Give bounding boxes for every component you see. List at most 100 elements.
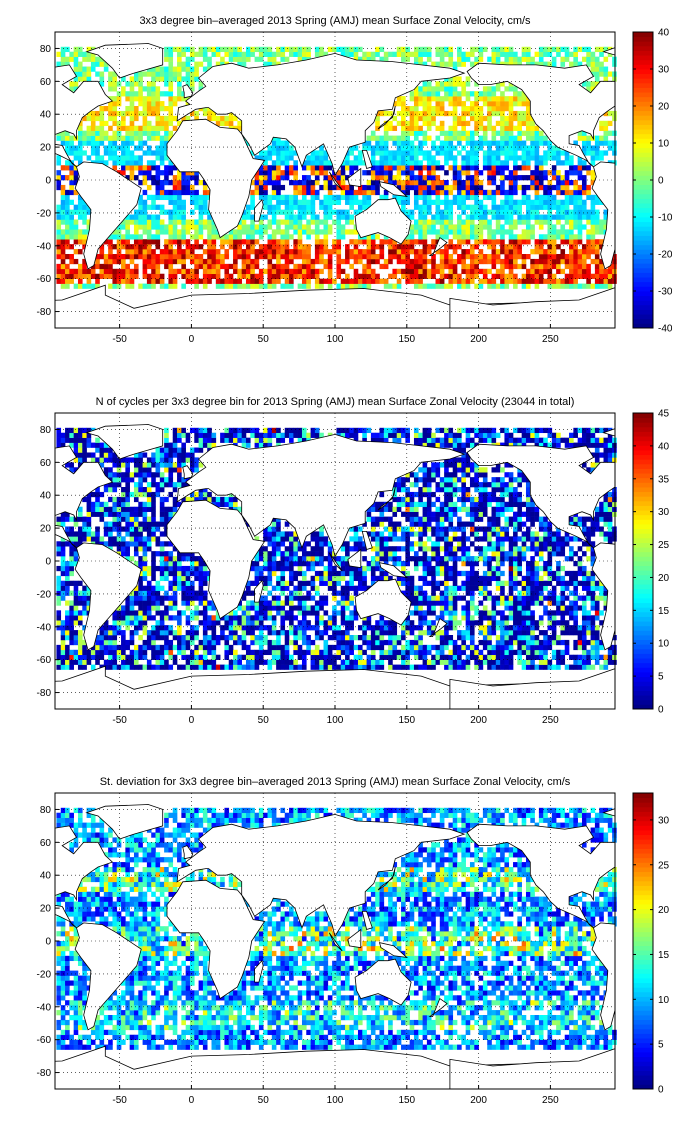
heatmap-cell [500, 244, 505, 250]
heatmap-cell [138, 160, 143, 166]
heatmap-cell [297, 273, 303, 279]
heatmap-cell [547, 258, 553, 265]
heatmap-cell [60, 268, 66, 275]
heatmap-cell [142, 249, 148, 255]
heatmap-cell [258, 659, 264, 665]
heatmap-cell [426, 249, 432, 255]
heatmap-cell [95, 115, 100, 122]
heatmap-cell [73, 170, 79, 176]
heatmap-cell [233, 46, 238, 53]
heatmap-cell [108, 659, 113, 665]
heatmap-cell [65, 239, 70, 245]
heatmap-cell [86, 659, 92, 665]
heatmap-cell [362, 659, 367, 665]
heatmap-cell [90, 120, 96, 127]
heatmap-cell [366, 263, 372, 270]
colorbar-swatch [633, 300, 653, 306]
heatmap-cell [245, 209, 251, 215]
heatmap-cell [99, 120, 105, 127]
heatmap-cell [159, 120, 165, 127]
heatmap-cell [276, 199, 281, 205]
heatmap-cell [573, 194, 578, 201]
heatmap-cell [142, 244, 148, 250]
heatmap-cell [521, 263, 527, 270]
heatmap-cell [185, 66, 191, 72]
heatmap-cell [534, 184, 540, 191]
heatmap-cell [452, 130, 458, 136]
heatmap-cell [370, 635, 376, 641]
heatmap-cell [65, 620, 70, 626]
heatmap-cell [151, 110, 156, 117]
heatmap-cell [508, 130, 514, 136]
heatmap-cell [564, 283, 570, 289]
heatmap-cell [513, 204, 518, 210]
heatmap-cell [405, 639, 410, 646]
heatmap-cell [220, 244, 225, 250]
heatmap-cell [495, 184, 501, 191]
heatmap-cell [457, 96, 462, 102]
heatmap-cell [297, 234, 303, 240]
heatmap-cell [396, 165, 402, 171]
heatmap-cell [284, 204, 290, 210]
heatmap-cell [177, 91, 182, 97]
heatmap-cell [237, 61, 242, 67]
heatmap-cell [194, 615, 199, 621]
heatmap-cell [517, 214, 522, 220]
heatmap-cell [258, 214, 264, 220]
heatmap-cell [151, 199, 156, 205]
colorbar-swatch [633, 272, 653, 278]
heatmap-cell [241, 620, 247, 626]
heatmap-cell [508, 175, 514, 181]
heatmap-cell [439, 96, 445, 102]
heatmap-cell [194, 110, 199, 117]
heatmap-cell [426, 86, 432, 92]
heatmap-cell [301, 659, 307, 665]
heatmap-cell [370, 130, 376, 136]
heatmap-cell [349, 659, 354, 665]
heatmap-cell [237, 615, 242, 621]
heatmap-cell [418, 605, 423, 611]
heatmap-cell [306, 189, 311, 196]
heatmap-cell [422, 120, 428, 127]
heatmap-cell [401, 140, 406, 146]
heatmap-cell [431, 91, 436, 97]
heatmap-cell [146, 91, 152, 97]
heatmap-cell [189, 268, 195, 275]
heatmap-cell [202, 659, 208, 665]
heatmap-cell [366, 234, 372, 240]
heatmap-cell [457, 254, 462, 260]
heatmap-cell [194, 278, 199, 284]
heatmap-cell [224, 249, 230, 255]
heatmap-cell [108, 135, 113, 141]
heatmap-cell [594, 273, 600, 279]
heatmap-cell [482, 625, 488, 631]
heatmap-cell [530, 639, 535, 646]
heatmap-cell [409, 229, 415, 235]
heatmap-cell [271, 170, 277, 176]
heatmap-cell [73, 234, 79, 240]
heatmap-cell [594, 150, 600, 156]
heatmap-cell [301, 56, 307, 62]
heatmap-cell [168, 110, 174, 117]
heatmap-cell [357, 654, 363, 660]
heatmap-cell [581, 254, 587, 260]
heatmap-cell [198, 229, 204, 235]
heatmap-cell [491, 140, 497, 146]
heatmap-cell [345, 600, 350, 606]
heatmap-cell [560, 605, 566, 611]
heatmap-cell [603, 605, 609, 611]
heatmap-cell [224, 51, 230, 57]
colorbar-tick-label: 20 [658, 102, 670, 113]
heatmap-cell [267, 155, 273, 161]
heatmap-cell [258, 189, 264, 196]
heatmap-cell [418, 165, 423, 171]
heatmap-cell [293, 229, 298, 235]
heatmap-cell [573, 610, 578, 616]
heatmap-cell [237, 46, 242, 53]
heatmap-cell [491, 659, 497, 665]
heatmap-cell [474, 125, 479, 131]
heatmap-cell [508, 263, 514, 270]
heatmap-cell [551, 214, 557, 220]
heatmap-cell [465, 135, 471, 141]
heatmap-cell [280, 664, 286, 670]
